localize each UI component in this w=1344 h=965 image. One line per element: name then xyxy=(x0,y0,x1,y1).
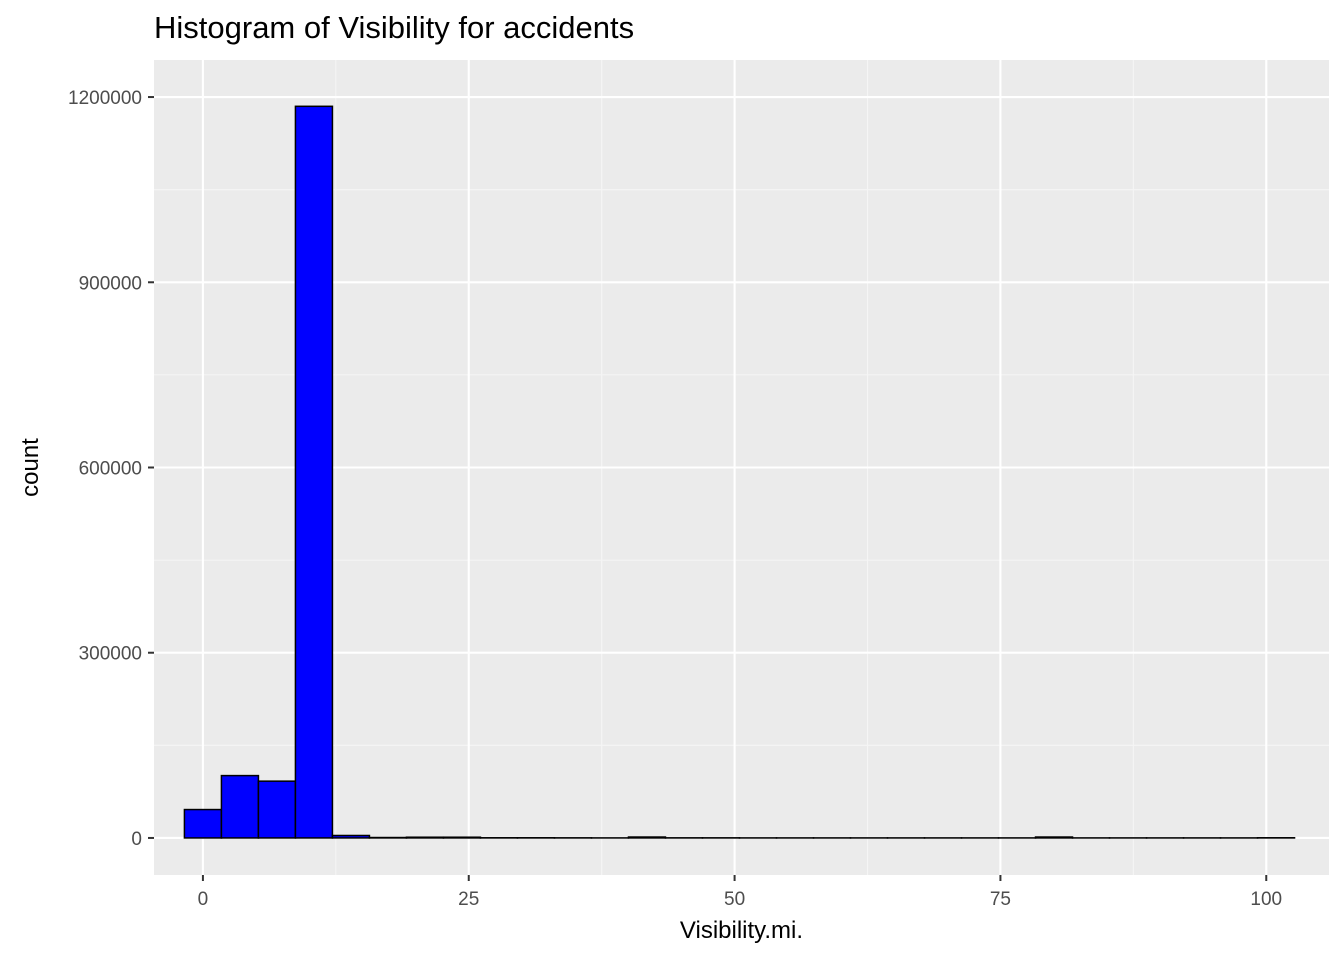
x-axis: 0 25 50 75 100 xyxy=(198,875,1282,910)
x-tick-label: 0 xyxy=(198,889,209,910)
x-tick-label: 100 xyxy=(1250,889,1282,910)
chart-title: Histogram of Visibility for accidents xyxy=(154,10,634,46)
y-tick-label: 300000 xyxy=(79,644,142,665)
x-tick-label: 25 xyxy=(458,889,479,910)
histogram-bar xyxy=(443,837,480,838)
histogram-bar xyxy=(295,106,332,838)
y-axis-title: count xyxy=(17,438,44,497)
histogram-bar xyxy=(406,837,443,838)
x-tick-label: 50 xyxy=(724,889,745,910)
histogram-bar xyxy=(221,776,258,838)
histogram-bar xyxy=(184,810,221,838)
y-tick-label: 600000 xyxy=(79,459,142,480)
y-tick-label: 1200000 xyxy=(68,88,142,109)
x-tick-label: 75 xyxy=(990,889,1011,910)
y-axis: 0 300000 600000 900000 1200000 xyxy=(68,88,154,850)
histogram-bar xyxy=(258,781,295,838)
histogram-bar xyxy=(1036,837,1073,838)
x-axis-title: Visibility.mi. xyxy=(680,917,803,944)
y-tick-label: 900000 xyxy=(79,273,142,294)
histogram-bar xyxy=(332,835,369,837)
y-tick-label: 0 xyxy=(131,829,142,850)
histogram-bar xyxy=(628,837,665,838)
